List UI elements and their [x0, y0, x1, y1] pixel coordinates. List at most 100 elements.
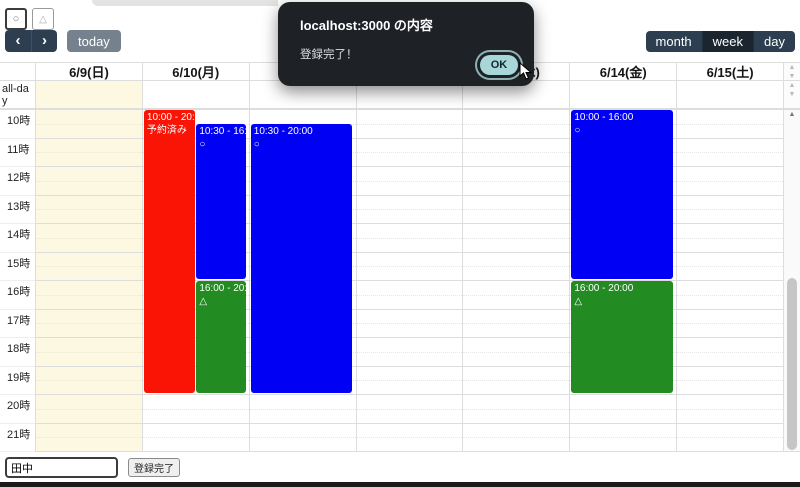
time-slot[interactable] — [142, 367, 249, 395]
all-day-cell[interactable] — [248, 81, 356, 108]
all-day-cell[interactable] — [141, 81, 249, 108]
time-slot[interactable] — [36, 281, 142, 310]
time-slot[interactable] — [142, 310, 249, 338]
time-grid: 10時 11時 12時 13時 14時 15時 16時 17時 18時 19時 20時 21時 10:… — [0, 110, 800, 452]
time-slot[interactable] — [677, 110, 784, 139]
time-slot[interactable] — [142, 395, 249, 424]
all-day-cell[interactable] — [355, 81, 463, 108]
calendar-event[interactable]: 10:00 - 20:00 予約済み — [143, 110, 195, 393]
time-slot[interactable] — [142, 167, 249, 196]
time-slot[interactable] — [463, 253, 570, 281]
time-slot[interactable] — [36, 395, 142, 424]
time-slot[interactable] — [356, 139, 463, 167]
time-slot[interactable] — [36, 253, 142, 281]
scroll-down-icon[interactable]: ▼ — [788, 73, 796, 80]
time-slot[interactable] — [142, 253, 249, 281]
time-slot[interactable] — [463, 395, 570, 424]
time-slot[interactable] — [36, 338, 142, 367]
time-slot[interactable] — [356, 367, 463, 395]
next-button[interactable]: › — [31, 30, 57, 52]
triangle-toggle-button[interactable]: △ — [32, 8, 54, 30]
prev-button[interactable]: ‹ — [5, 30, 31, 52]
time-slot[interactable] — [142, 281, 249, 310]
time-slot[interactable] — [677, 253, 784, 281]
time-slot[interactable] — [463, 281, 570, 310]
time-slot[interactable] — [356, 167, 463, 196]
time-slot[interactable] — [463, 110, 570, 139]
scroll-up-icon[interactable]: ▲ — [788, 64, 796, 71]
time-slot[interactable] — [36, 367, 142, 395]
all-day-cell[interactable] — [676, 81, 783, 108]
time-slot[interactable] — [142, 110, 249, 139]
time-slot[interactable] — [36, 196, 142, 224]
all-day-cell[interactable] — [462, 81, 569, 108]
time-slot[interactable] — [677, 310, 784, 338]
time-slot[interactable] — [142, 139, 249, 167]
time-slot[interactable] — [36, 167, 142, 196]
register-complete-button[interactable]: 登録完了 — [128, 458, 180, 477]
calendar-event[interactable]: 16:00 - 20:00 △ — [196, 281, 246, 393]
time-slot[interactable] — [570, 395, 677, 424]
circle-toggle-button[interactable]: ○ — [5, 8, 27, 30]
time-slot[interactable] — [142, 224, 249, 253]
time-slot[interactable] — [142, 338, 249, 367]
time-slot[interactable] — [463, 224, 570, 253]
allday-scrollbar[interactable]: ▲ ▼ — [783, 81, 800, 108]
time-slot[interactable] — [36, 139, 142, 167]
time-slot[interactable] — [36, 310, 142, 338]
time-slot[interactable] — [677, 395, 784, 424]
scroll-up-icon[interactable]: ▲ — [788, 82, 796, 89]
header-scrollbar[interactable]: ▲ ▼ — [783, 63, 800, 80]
today-button[interactable]: today — [67, 30, 121, 52]
time-slot[interactable] — [356, 253, 463, 281]
all-day-cell[interactable] — [569, 81, 676, 108]
time-slot[interactable] — [463, 367, 570, 395]
time-slot[interactable] — [677, 167, 784, 196]
time-slot[interactable] — [36, 110, 142, 139]
time-slot[interactable] — [249, 424, 356, 452]
time-slot[interactable] — [677, 224, 784, 253]
time-slot[interactable] — [677, 338, 784, 367]
day-header: 6/14(金) — [569, 63, 676, 80]
calendar-event[interactable]: 16:00 - 20:00 △ — [571, 281, 673, 393]
name-input[interactable] — [5, 457, 118, 478]
time-slot[interactable] — [142, 424, 249, 452]
calendar-event[interactable]: 10:30 - 20:00 ○ — [250, 124, 353, 393]
time-slot[interactable] — [356, 224, 463, 253]
time-slot[interactable] — [142, 196, 249, 224]
time-slot[interactable] — [36, 424, 142, 452]
time-slot[interactable] — [570, 424, 677, 452]
time-slot[interactable] — [356, 338, 463, 367]
scroll-up-icon[interactable]: ▲ — [788, 111, 796, 118]
time-slot[interactable] — [356, 310, 463, 338]
view-day-button[interactable]: day — [753, 31, 795, 52]
scroll-down-icon[interactable]: ▼ — [788, 91, 796, 98]
time-slot[interactable] — [36, 224, 142, 253]
time-slot[interactable] — [463, 196, 570, 224]
time-slot[interactable] — [356, 395, 463, 424]
time-slot[interactable] — [356, 424, 463, 452]
time-slot[interactable] — [677, 196, 784, 224]
time-slot[interactable] — [677, 139, 784, 167]
time-slot[interactable] — [356, 196, 463, 224]
view-week-button[interactable]: week — [701, 31, 754, 52]
time-slot[interactable] — [463, 139, 570, 167]
time-slot[interactable] — [677, 281, 784, 310]
time-slot[interactable] — [677, 367, 784, 395]
vertical-scrollbar[interactable]: ▲ — [783, 110, 800, 451]
time-slot[interactable] — [463, 424, 570, 452]
time-slot[interactable] — [463, 167, 570, 196]
chevron-right-icon: › — [42, 32, 47, 49]
time-slot[interactable] — [356, 110, 463, 139]
time-slot[interactable] — [677, 424, 784, 452]
dialog-ok-button[interactable]: OK — [480, 55, 518, 75]
view-month-button[interactable]: month — [645, 31, 702, 52]
calendar-event[interactable]: 10:30 - 16:00○ — [196, 124, 246, 279]
time-slot[interactable] — [463, 338, 570, 367]
scrollbar-thumb[interactable] — [787, 278, 798, 450]
time-slot[interactable] — [249, 395, 356, 424]
all-day-cell[interactable] — [35, 81, 142, 108]
time-slot[interactable] — [356, 281, 463, 310]
time-slot[interactable] — [463, 310, 570, 338]
calendar-event[interactable]: 10:00 - 16:00 ○ — [571, 110, 673, 279]
